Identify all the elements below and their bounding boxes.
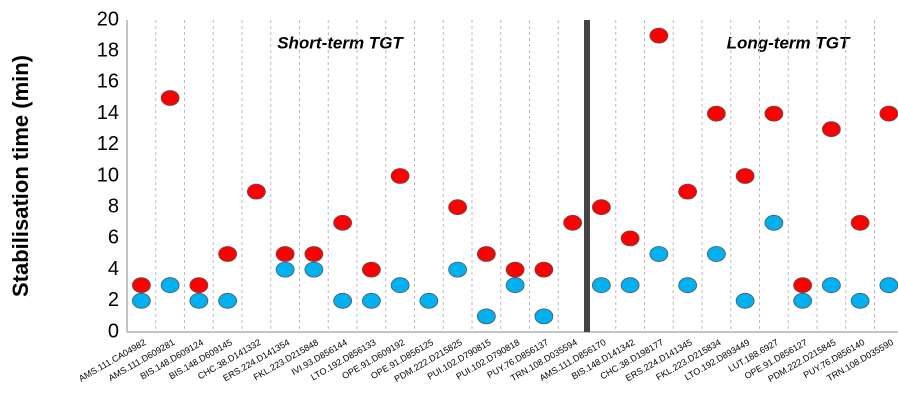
dot: [275, 246, 295, 262]
dot: [591, 277, 611, 294]
annotation: Short-term TGT: [277, 33, 404, 52]
y-tick-label: 2: [108, 289, 119, 311]
dot: [189, 277, 209, 294]
dot: [706, 246, 726, 262]
y-axis-label: Stabilisation time (min): [8, 55, 33, 297]
dot: [246, 183, 266, 200]
dot: [476, 308, 496, 325]
dot: [620, 277, 640, 294]
dot: [850, 292, 870, 309]
y-tick-label: 10: [97, 164, 119, 186]
dot: [390, 168, 410, 184]
dot: [793, 292, 813, 309]
dot: [131, 277, 151, 294]
y-tick-label: 16: [97, 71, 119, 93]
dot: [361, 292, 381, 309]
y-tick-label: 8: [108, 195, 119, 217]
dot: [304, 246, 324, 262]
dot: [304, 261, 324, 278]
dot: [189, 292, 209, 309]
annotation: Long-term TGT: [727, 33, 851, 52]
dot: [419, 292, 439, 309]
dot: [476, 246, 496, 262]
dot: [218, 292, 238, 309]
dot: [879, 105, 898, 122]
dot: [620, 230, 640, 247]
dot: [821, 121, 841, 138]
dot: [160, 90, 180, 106]
dot: [706, 105, 726, 122]
y-tick-label: 18: [97, 39, 119, 61]
dot: [505, 261, 525, 278]
dot: [534, 261, 554, 278]
dot: [850, 214, 870, 231]
dot: [735, 292, 755, 309]
y-tick-label: 0: [108, 320, 119, 342]
dot: [649, 246, 669, 262]
dot: [361, 261, 381, 278]
dot: [333, 292, 353, 309]
dot: [735, 168, 755, 184]
dot: [821, 277, 841, 294]
dot: [678, 183, 698, 200]
dot: [534, 308, 554, 325]
dot: [275, 261, 295, 278]
dot: [649, 27, 669, 44]
dot: [764, 105, 784, 122]
dot: [563, 214, 583, 231]
dot: [218, 246, 238, 262]
dot: [764, 214, 784, 231]
y-tick-label: 6: [108, 227, 119, 249]
y-tick-label: 4: [108, 258, 119, 280]
dot: [879, 277, 898, 294]
dot: [448, 261, 468, 278]
dot: [448, 199, 468, 216]
dot: [390, 277, 410, 294]
dot: [131, 292, 151, 309]
dot: [505, 277, 525, 294]
dot: [333, 214, 353, 231]
dot: [793, 277, 813, 294]
y-tick-label: 14: [97, 102, 119, 124]
y-tick-label: 12: [97, 133, 119, 155]
dot: [591, 199, 611, 216]
dot: [678, 277, 698, 294]
dot: [160, 277, 180, 294]
y-tick-label: 20: [97, 8, 119, 30]
